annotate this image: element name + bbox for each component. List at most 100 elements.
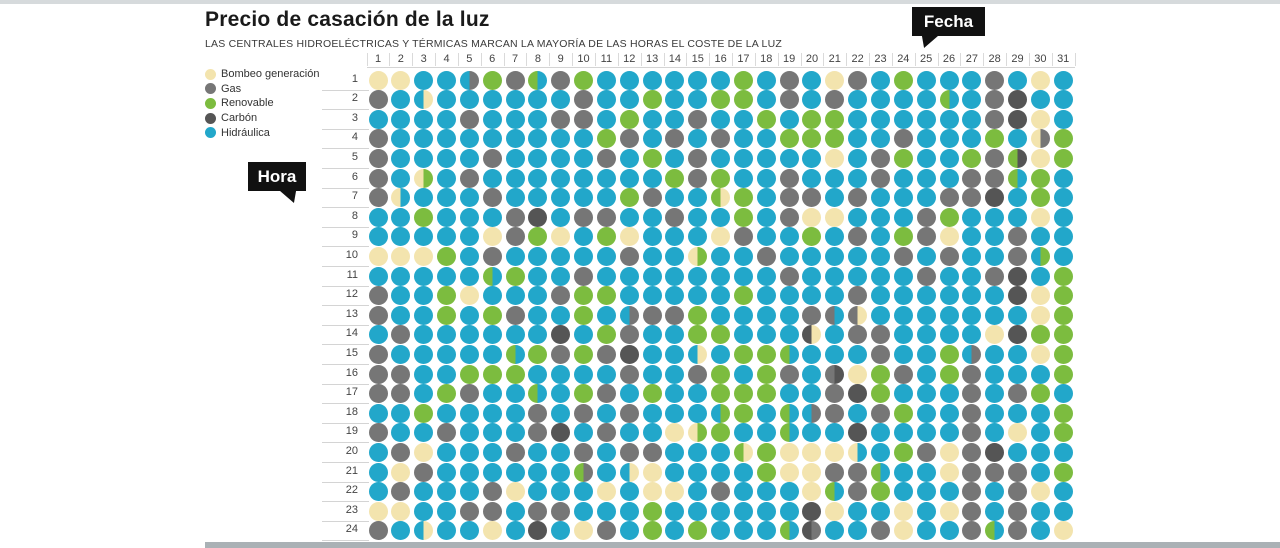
grid-cell [825, 129, 845, 149]
grid-cell [848, 207, 868, 227]
grid-cell [939, 384, 959, 404]
legend-dot-icon [205, 127, 216, 139]
grid-cell [459, 266, 479, 286]
grid-cell [437, 344, 457, 364]
grid-cell [551, 109, 571, 129]
grid-cell [779, 384, 799, 404]
grid-cell [756, 384, 776, 404]
grid-cell [619, 325, 639, 345]
grid-cell [391, 462, 411, 482]
grid-cell [482, 482, 502, 502]
grid-cell [459, 90, 479, 110]
grid-cell [619, 521, 639, 541]
grid-cell [1030, 344, 1050, 364]
column-header-separator [640, 53, 642, 66]
grid-cell [916, 384, 936, 404]
grid-cell [437, 501, 457, 521]
grid-cell [505, 109, 525, 129]
column-header: 5 [466, 53, 473, 65]
grid-cell [482, 286, 502, 306]
grid-cell [985, 70, 1005, 90]
grid-cell [437, 403, 457, 423]
grid-cell [1030, 227, 1050, 247]
grid-cell [414, 364, 434, 384]
grid-cell [802, 70, 822, 90]
grid-cell [619, 246, 639, 266]
grid-cell [779, 148, 799, 168]
grid-cell [642, 188, 662, 208]
grid-cell [368, 90, 388, 110]
grid-cell [825, 521, 845, 541]
grid-cell [437, 462, 457, 482]
grid-cell [596, 384, 616, 404]
grid-cell [1008, 246, 1028, 266]
grid-cell [939, 90, 959, 110]
grid-cell [733, 482, 753, 502]
grid-cell [1053, 344, 1073, 364]
grid-cell [505, 462, 525, 482]
grid-cell [962, 227, 982, 247]
grid-cell [1053, 442, 1073, 462]
grid-cell [870, 168, 890, 188]
grid-cell [414, 227, 434, 247]
grid-cell [688, 188, 708, 208]
grid-cell [437, 70, 457, 90]
grid-cell [779, 188, 799, 208]
grid-cell [779, 227, 799, 247]
grid-cell [870, 305, 890, 325]
grid-cell [596, 521, 616, 541]
grid-cell [916, 325, 936, 345]
grid-cell [596, 364, 616, 384]
grid-cell [939, 521, 959, 541]
grid-cell [368, 501, 388, 521]
row-label-underline [322, 246, 369, 248]
grid-cell [505, 90, 525, 110]
grid-cell [596, 305, 616, 325]
column-header: 10 [577, 53, 590, 65]
grid-cell [665, 462, 685, 482]
row-label: 20 [345, 444, 358, 457]
legend-item: Renovable [205, 96, 319, 111]
grid-cell [916, 344, 936, 364]
grid-cell [596, 207, 616, 227]
grid-cell [1030, 462, 1050, 482]
grid-cell [482, 129, 502, 149]
grid-cell [1008, 266, 1028, 286]
grid-cell [825, 423, 845, 443]
grid-cell [528, 364, 548, 384]
grid-cell [528, 266, 548, 286]
grid-cell [642, 168, 662, 188]
grid-cell [528, 207, 548, 227]
grid-cell [711, 90, 731, 110]
grid-cell [939, 501, 959, 521]
grid-cell [368, 325, 388, 345]
grid-cell [802, 109, 822, 129]
grid-cell [733, 207, 753, 227]
grid-cell [962, 90, 982, 110]
page-top-border [0, 0, 1280, 4]
grid-cell [368, 129, 388, 149]
column-header-separator [366, 53, 368, 66]
row-label: 24 [345, 523, 358, 536]
grid-cell [665, 227, 685, 247]
grid-cell [459, 227, 479, 247]
grid-cell [596, 246, 616, 266]
grid-cell [848, 344, 868, 364]
row-label: 14 [345, 327, 358, 340]
grid-cell [711, 188, 731, 208]
grid-cell [848, 462, 868, 482]
grid-cell [802, 462, 822, 482]
grid-cell [574, 521, 594, 541]
grid-cell [619, 423, 639, 443]
grid-cell [916, 286, 936, 306]
grid-cell [962, 70, 982, 90]
column-header-separator [686, 53, 688, 66]
grid-cell [802, 501, 822, 521]
grid-cell [368, 227, 388, 247]
grid-cell [779, 521, 799, 541]
grid-cell [825, 305, 845, 325]
grid-cell [414, 403, 434, 423]
grid-cell [459, 148, 479, 168]
grid-cell [1053, 501, 1073, 521]
row-label-underline [322, 540, 369, 542]
